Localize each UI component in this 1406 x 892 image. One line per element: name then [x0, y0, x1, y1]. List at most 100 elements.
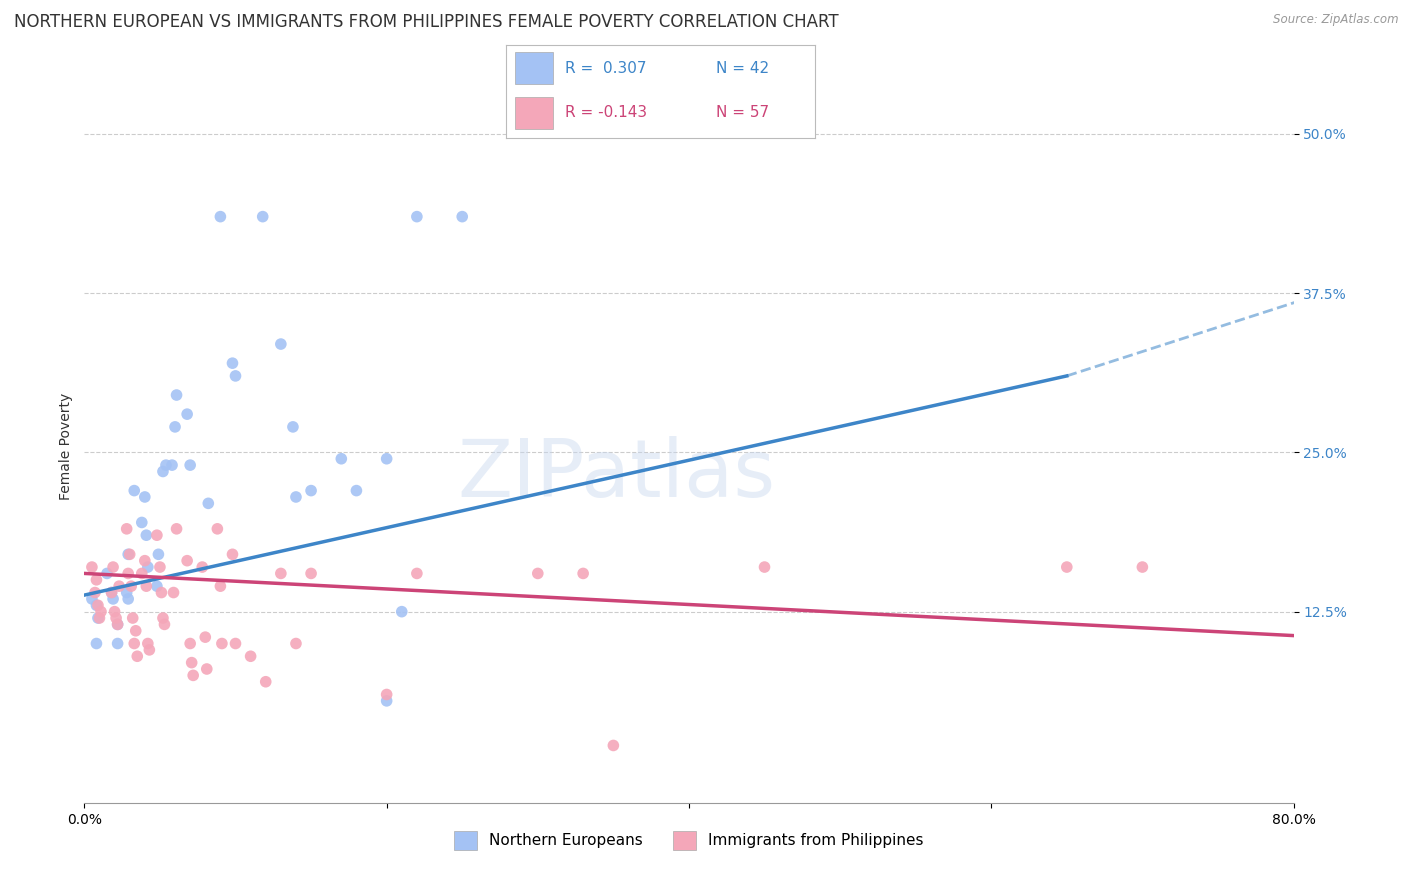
- Point: [90, 605, 112, 619]
- Point: [100, 585, 122, 599]
- Point: [180, 656, 202, 670]
- Text: R = -0.143: R = -0.143: [565, 105, 647, 120]
- Text: Source: ZipAtlas.com: Source: ZipAtlas.com: [1274, 13, 1399, 27]
- FancyBboxPatch shape: [516, 52, 553, 84]
- Point: [252, 210, 274, 224]
- Point: [254, 674, 277, 689]
- Point: [153, 617, 176, 632]
- Point: [149, 560, 172, 574]
- Text: R =  0.307: R = 0.307: [565, 61, 647, 76]
- Point: [406, 210, 429, 224]
- Point: [602, 739, 624, 753]
- Point: [107, 617, 129, 632]
- Point: [166, 522, 188, 536]
- Point: [136, 636, 159, 650]
- Point: [118, 547, 141, 561]
- Point: [150, 585, 173, 599]
- Point: [191, 560, 214, 574]
- Point: [122, 483, 145, 498]
- Point: [375, 451, 398, 466]
- Point: [179, 458, 201, 472]
- Point: [162, 585, 184, 599]
- Point: [146, 579, 169, 593]
- Point: [131, 516, 153, 530]
- Point: [176, 407, 198, 421]
- Point: [135, 528, 157, 542]
- Point: [101, 560, 124, 574]
- Point: [122, 636, 145, 650]
- Point: [86, 573, 108, 587]
- Point: [125, 624, 148, 638]
- Point: [120, 579, 142, 593]
- Point: [101, 591, 124, 606]
- Point: [121, 611, 143, 625]
- Y-axis label: Female Poverty: Female Poverty: [59, 392, 73, 500]
- Point: [80, 560, 103, 574]
- Point: [86, 599, 108, 613]
- Point: [285, 490, 308, 504]
- Point: [117, 547, 139, 561]
- Point: [330, 451, 353, 466]
- Point: [117, 591, 139, 606]
- Point: [135, 579, 157, 593]
- Point: [221, 356, 243, 370]
- Point: [152, 465, 174, 479]
- Point: [225, 368, 247, 383]
- Text: ZIPatlas: ZIPatlas: [457, 435, 776, 514]
- Point: [89, 611, 111, 625]
- Point: [84, 585, 107, 599]
- Point: [155, 458, 177, 472]
- Point: [572, 566, 595, 581]
- Point: [166, 388, 188, 402]
- Point: [270, 566, 292, 581]
- Point: [104, 605, 127, 619]
- Point: [1056, 560, 1078, 574]
- Point: [527, 566, 550, 581]
- Point: [270, 337, 292, 351]
- Point: [375, 694, 398, 708]
- Point: [239, 649, 262, 664]
- Point: [754, 560, 776, 574]
- Point: [115, 585, 138, 599]
- Point: [209, 210, 232, 224]
- Point: [127, 649, 149, 664]
- Point: [299, 483, 322, 498]
- Point: [146, 528, 169, 542]
- Point: [96, 566, 118, 581]
- Text: N = 57: N = 57: [717, 105, 769, 120]
- Point: [87, 599, 110, 613]
- Point: [375, 688, 398, 702]
- Point: [117, 566, 139, 581]
- Point: [197, 496, 219, 510]
- Point: [391, 605, 413, 619]
- Point: [100, 585, 122, 599]
- Point: [195, 662, 218, 676]
- Point: [179, 636, 201, 650]
- Point: [80, 591, 103, 606]
- FancyBboxPatch shape: [516, 97, 553, 129]
- Point: [148, 547, 170, 561]
- Point: [207, 522, 229, 536]
- Text: N = 42: N = 42: [717, 61, 769, 76]
- Point: [136, 560, 159, 574]
- Point: [225, 636, 247, 650]
- Point: [299, 566, 322, 581]
- Point: [86, 636, 108, 650]
- Point: [115, 522, 138, 536]
- Point: [209, 579, 232, 593]
- Point: [107, 636, 129, 650]
- Point: [285, 636, 308, 650]
- Point: [181, 668, 204, 682]
- Point: [451, 210, 474, 224]
- Point: [131, 566, 153, 581]
- Point: [194, 630, 217, 644]
- Point: [211, 636, 233, 650]
- Point: [281, 420, 304, 434]
- Point: [107, 617, 129, 632]
- Point: [152, 611, 174, 625]
- Text: NORTHERN EUROPEAN VS IMMIGRANTS FROM PHILIPPINES FEMALE POVERTY CORRELATION CHAR: NORTHERN EUROPEAN VS IMMIGRANTS FROM PHI…: [14, 13, 839, 31]
- Point: [138, 643, 160, 657]
- Point: [406, 566, 429, 581]
- Point: [221, 547, 243, 561]
- Legend: Northern Europeans, Immigrants from Philippines: Northern Europeans, Immigrants from Phil…: [447, 825, 931, 855]
